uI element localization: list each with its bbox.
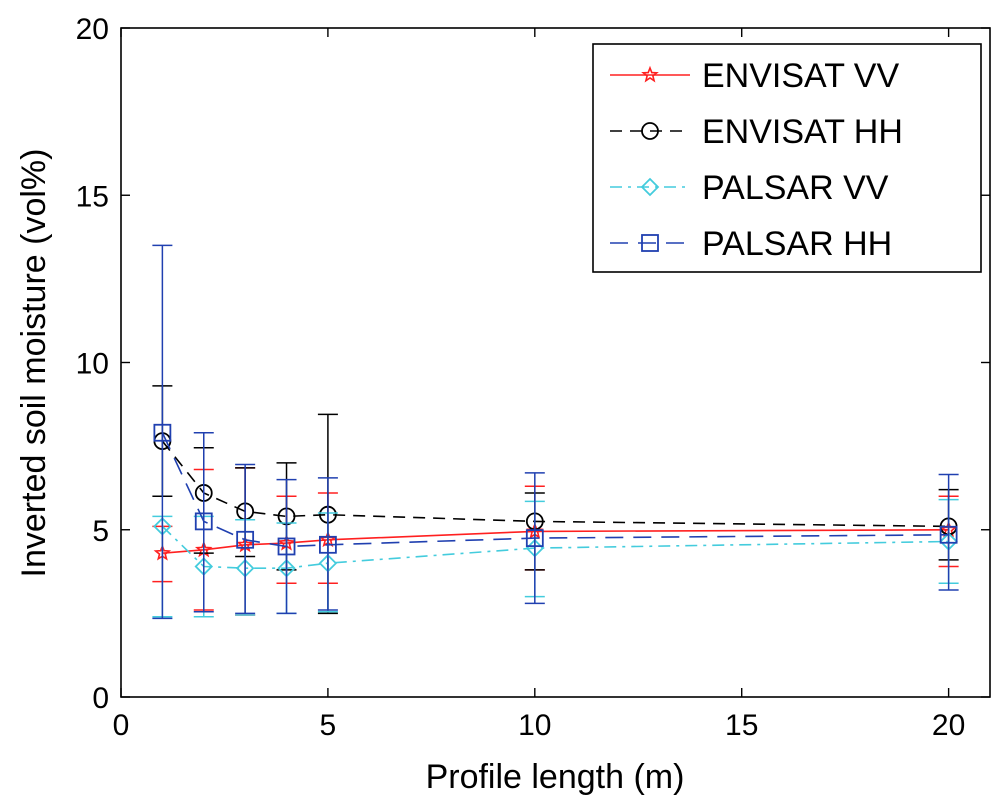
x-tick-label: 0 bbox=[113, 709, 130, 742]
data-point bbox=[153, 423, 172, 442]
legend-entry-envisat-hh: ENVISAT HH bbox=[610, 113, 903, 151]
legend-entry-palsar-hh: PALSAR HH bbox=[610, 225, 892, 263]
legend-marker bbox=[641, 65, 659, 83]
legend-marker bbox=[641, 122, 659, 140]
data-point bbox=[194, 512, 213, 531]
legend-marker bbox=[641, 234, 659, 252]
data-point bbox=[236, 530, 255, 549]
legend-label: ENVISAT VV bbox=[702, 57, 899, 95]
x-axis-title: Profile length (m) bbox=[426, 758, 685, 796]
error-bar bbox=[152, 244, 173, 620]
data-point bbox=[277, 537, 296, 556]
legend-label: ENVISAT HH bbox=[702, 113, 903, 151]
axes: 0 5 10 15 20 0 5 10 15 20 bbox=[76, 13, 991, 742]
y-tick-label: 5 bbox=[92, 515, 109, 548]
legend-entry-palsar-vv: PALSAR VV bbox=[610, 169, 889, 207]
series-line bbox=[161, 432, 949, 548]
series-palsar-vv bbox=[152, 498, 959, 618]
x-tick-label: 20 bbox=[932, 709, 965, 742]
y-tick-label: 15 bbox=[76, 180, 109, 213]
series-line bbox=[161, 440, 949, 528]
series-envisat-vv bbox=[152, 467, 959, 616]
error-bar bbox=[317, 477, 338, 611]
x-tick-label: 15 bbox=[725, 709, 758, 742]
x-tick-label: 5 bbox=[320, 709, 337, 742]
error-bar bbox=[938, 473, 959, 591]
legend: ENVISAT VV ENVISAT HH PALSAR VV PALSAR HH bbox=[592, 43, 982, 273]
series-envisat-hh bbox=[152, 385, 959, 615]
legend-entry-envisat-vv: ENVISAT VV bbox=[610, 57, 899, 95]
legend-marker bbox=[640, 177, 660, 197]
data-point bbox=[319, 535, 337, 554]
y-tick-label: 20 bbox=[76, 13, 109, 46]
x-tick-label: 10 bbox=[518, 709, 551, 742]
y-axis-title: Inverted soil moisture (vol%) bbox=[15, 149, 53, 578]
data-point bbox=[525, 529, 544, 548]
y-tick-label: 10 bbox=[76, 348, 109, 381]
series-palsar-hh bbox=[152, 244, 959, 620]
series-line bbox=[161, 525, 949, 570]
legend-label: PALSAR HH bbox=[702, 225, 892, 263]
data-point bbox=[939, 525, 958, 544]
legend-box bbox=[592, 43, 982, 273]
plot-area bbox=[152, 244, 959, 620]
legend-label: PALSAR VV bbox=[702, 169, 889, 207]
y-tick-label: 0 bbox=[92, 682, 109, 715]
